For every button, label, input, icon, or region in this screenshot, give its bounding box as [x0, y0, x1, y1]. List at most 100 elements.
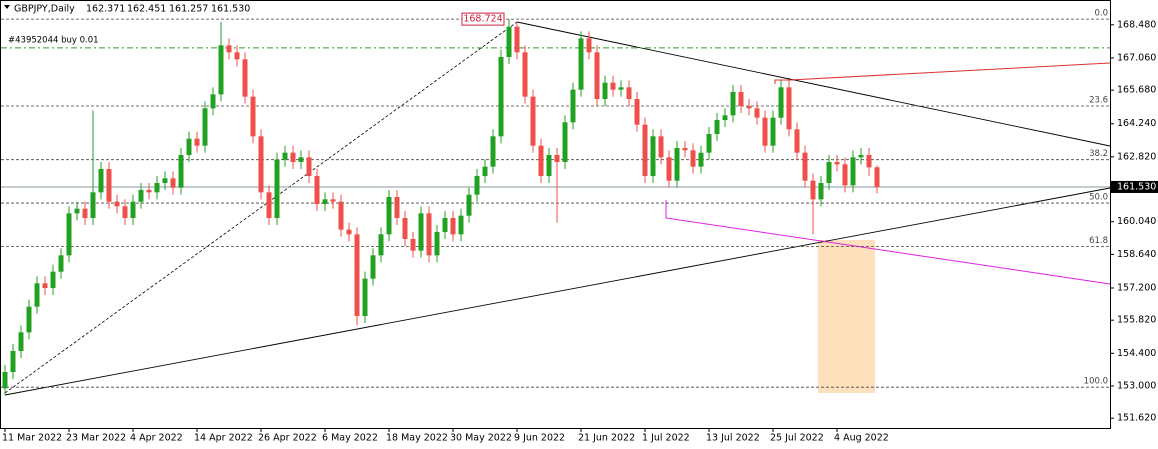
- candle-body: [506, 26, 512, 57]
- candle-body: [234, 52, 240, 60]
- candle-body: [794, 129, 800, 153]
- order-label: #43952044 buy 0.01: [8, 35, 99, 45]
- candle-body: [154, 183, 160, 193]
- candle-body: [138, 190, 144, 202]
- candle-body: [754, 108, 760, 118]
- candle-body: [122, 206, 128, 218]
- candle-body: [762, 117, 768, 146]
- candle-body: [690, 150, 696, 167]
- candle-body: [810, 180, 816, 200]
- x-tick-label: 11 Mar 2022: [2, 433, 62, 444]
- candle-body: [834, 162, 840, 165]
- y-tick-label: 167.060: [1117, 52, 1156, 63]
- candle-body: [378, 234, 384, 256]
- candle-body: [210, 94, 216, 109]
- candle-body: [50, 271, 56, 288]
- candle-body: [474, 176, 480, 195]
- candle-body: [562, 122, 568, 162]
- candle-body: [34, 283, 40, 307]
- candle-body: [442, 218, 448, 232]
- y-tick-label: 165.680: [1117, 85, 1156, 96]
- candle-body: [666, 157, 672, 181]
- candle-body: [322, 199, 328, 204]
- candle-body: [346, 229, 352, 235]
- candle-body: [186, 138, 192, 155]
- candle-body: [626, 87, 632, 99]
- x-tick-label: 6 May 2022: [322, 433, 378, 444]
- candle-body: [570, 89, 576, 123]
- candle-body: [874, 167, 880, 187]
- candle-body: [178, 155, 184, 188]
- candle-body: [114, 201, 120, 207]
- candle-body: [658, 136, 664, 158]
- candle-body: [162, 178, 168, 183]
- candle-body: [746, 106, 752, 109]
- candle-body: [490, 136, 496, 167]
- candle-body: [2, 372, 8, 389]
- candle-body: [194, 138, 200, 146]
- candle-body: [18, 332, 24, 351]
- candle-body: [770, 117, 776, 146]
- candle-body: [250, 96, 256, 137]
- candle-body: [458, 215, 464, 235]
- x-tick-label: 4 Aug 2022: [834, 433, 889, 444]
- candle-body: [802, 152, 808, 181]
- header-open: 162.371: [86, 4, 125, 15]
- candle-body: [202, 108, 208, 146]
- candle-body: [826, 162, 832, 183]
- candle-body: [466, 194, 472, 216]
- candle-body: [554, 155, 560, 162]
- candle-body: [530, 96, 536, 146]
- y-tick-label: 153.000: [1117, 381, 1156, 392]
- x-tick-label: 14 Apr 2022: [194, 433, 253, 444]
- candle-body: [26, 306, 32, 333]
- x-tick-label: 4 Apr 2022: [130, 433, 183, 444]
- candle-body: [362, 278, 368, 316]
- candle-body: [402, 218, 408, 239]
- candle-body: [354, 234, 360, 316]
- candle-body: [786, 87, 792, 130]
- candle-body: [546, 155, 552, 176]
- candle-body: [274, 159, 280, 218]
- candle-body: [98, 169, 104, 193]
- x-tick-label: 1 Jul 2022: [642, 433, 690, 444]
- candle-body: [418, 213, 424, 251]
- candle-body: [394, 197, 400, 218]
- candle-body: [130, 201, 136, 218]
- candle-body: [722, 115, 728, 120]
- y-tick-label: 164.240: [1117, 118, 1156, 129]
- candle-body: [586, 38, 592, 53]
- candle-body: [74, 208, 80, 214]
- y-tick-label: 160.040: [1117, 216, 1156, 227]
- candle-body: [410, 239, 416, 251]
- candle-body: [730, 92, 736, 116]
- header-high: 162.451: [127, 4, 166, 15]
- y-tick-label: 162.820: [1117, 151, 1156, 162]
- candle-body: [58, 255, 64, 272]
- candle-body: [642, 124, 648, 176]
- candle-body: [170, 178, 176, 188]
- fib-label: 0.0: [1094, 9, 1108, 19]
- candle-body: [66, 213, 72, 256]
- x-tick-label: 26 Apr 2022: [258, 433, 317, 444]
- candle-body: [618, 87, 624, 90]
- candle-body: [674, 148, 680, 181]
- symbol: GBPJPY,Daily: [14, 4, 75, 15]
- last-price-box: [1111, 180, 1158, 193]
- high-label-box: [461, 12, 505, 26]
- x-tick-label: 13 Jul 2022: [706, 433, 760, 444]
- candle-body: [602, 82, 608, 99]
- header-close: 161.530: [211, 4, 250, 15]
- menu-arrow: [4, 5, 10, 9]
- fib-trendline: [4, 21, 518, 394]
- y-tick-label: 151.620: [1117, 413, 1156, 424]
- header-low: 161.257: [169, 4, 208, 15]
- candle-body: [90, 192, 96, 218]
- candle-body: [146, 190, 152, 193]
- last-price-label: 161.530: [1117, 181, 1156, 192]
- candle-body: [498, 57, 504, 137]
- high-label: 168.724: [463, 14, 502, 25]
- candle-body: [842, 164, 848, 186]
- red-trendline: [774, 62, 1111, 84]
- candle-body: [314, 176, 320, 204]
